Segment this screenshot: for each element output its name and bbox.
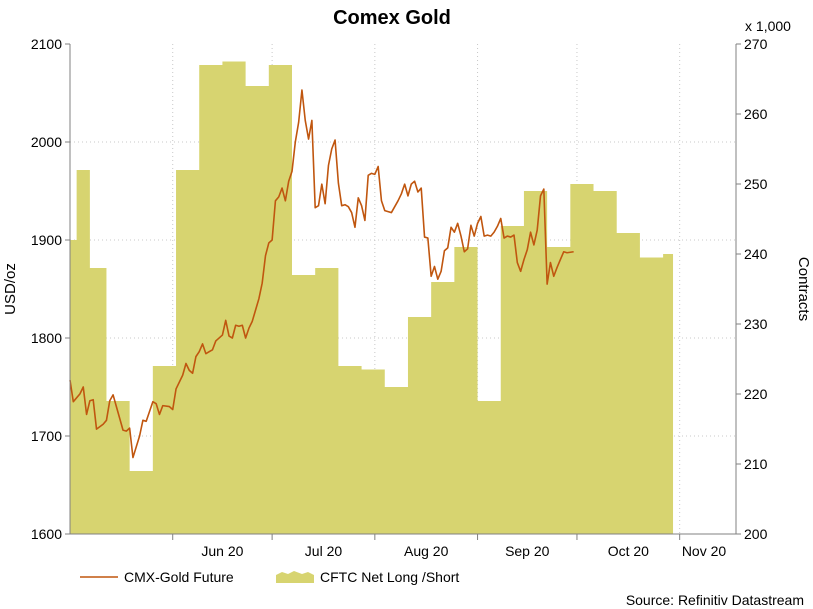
left-axis-ticks: 1600 1700 1800 1900 2000 2100 [31,36,70,542]
x-tick-label: Jul 20 [305,543,343,559]
left-tick-label: 1600 [31,526,62,542]
left-tick-label: 2000 [31,134,62,150]
right-tick-label: 200 [744,526,768,542]
right-tick-label: 240 [744,246,768,262]
legend-area-swatch [276,571,314,583]
right-axis-ticks: 200 210 220 230 240 250 260 270 [736,36,768,542]
right-tick-label: 260 [744,106,768,122]
legend-label-net-position: CFTC Net Long /Short [320,569,459,585]
net-position-area-layer [70,61,674,534]
x-tick-label: Nov 20 [682,543,727,559]
gold-price-line-layer [69,89,574,459]
right-tick-label: 220 [744,386,768,402]
legend-label-gold-future: CMX-Gold Future [124,569,234,585]
right-axis-multiplier: x 1,000 [745,18,791,34]
x-tick-label: Oct 20 [608,543,649,559]
x-axis-ticks: Jun 20 Jul 20 Aug 20 Sep 20 Oct 20 Nov 20 [172,534,727,559]
right-tick-label: 270 [744,36,768,52]
gold-price-line [69,89,574,459]
source-note: Source: Refinitiv Datastream [626,592,804,608]
right-tick-label: 250 [744,176,768,192]
left-tick-label: 1800 [31,330,62,346]
right-axis-title: Contracts [795,257,812,321]
left-axis-title: USD/oz [2,263,19,315]
x-tick-label: Jun 20 [201,543,243,559]
legend: CMX-Gold Future CFTC Net Long /Short [80,569,459,585]
left-tick-label: 1900 [31,232,62,248]
left-tick-label: 2100 [31,36,62,52]
right-tick-label: 210 [744,456,768,472]
x-tick-label: Sep 20 [505,543,550,559]
net-position-area [70,61,674,534]
right-tick-label: 230 [744,316,768,332]
left-tick-label: 1700 [31,428,62,444]
chart-title: Comex Gold [333,7,451,29]
x-tick-label: Aug 20 [404,543,449,559]
